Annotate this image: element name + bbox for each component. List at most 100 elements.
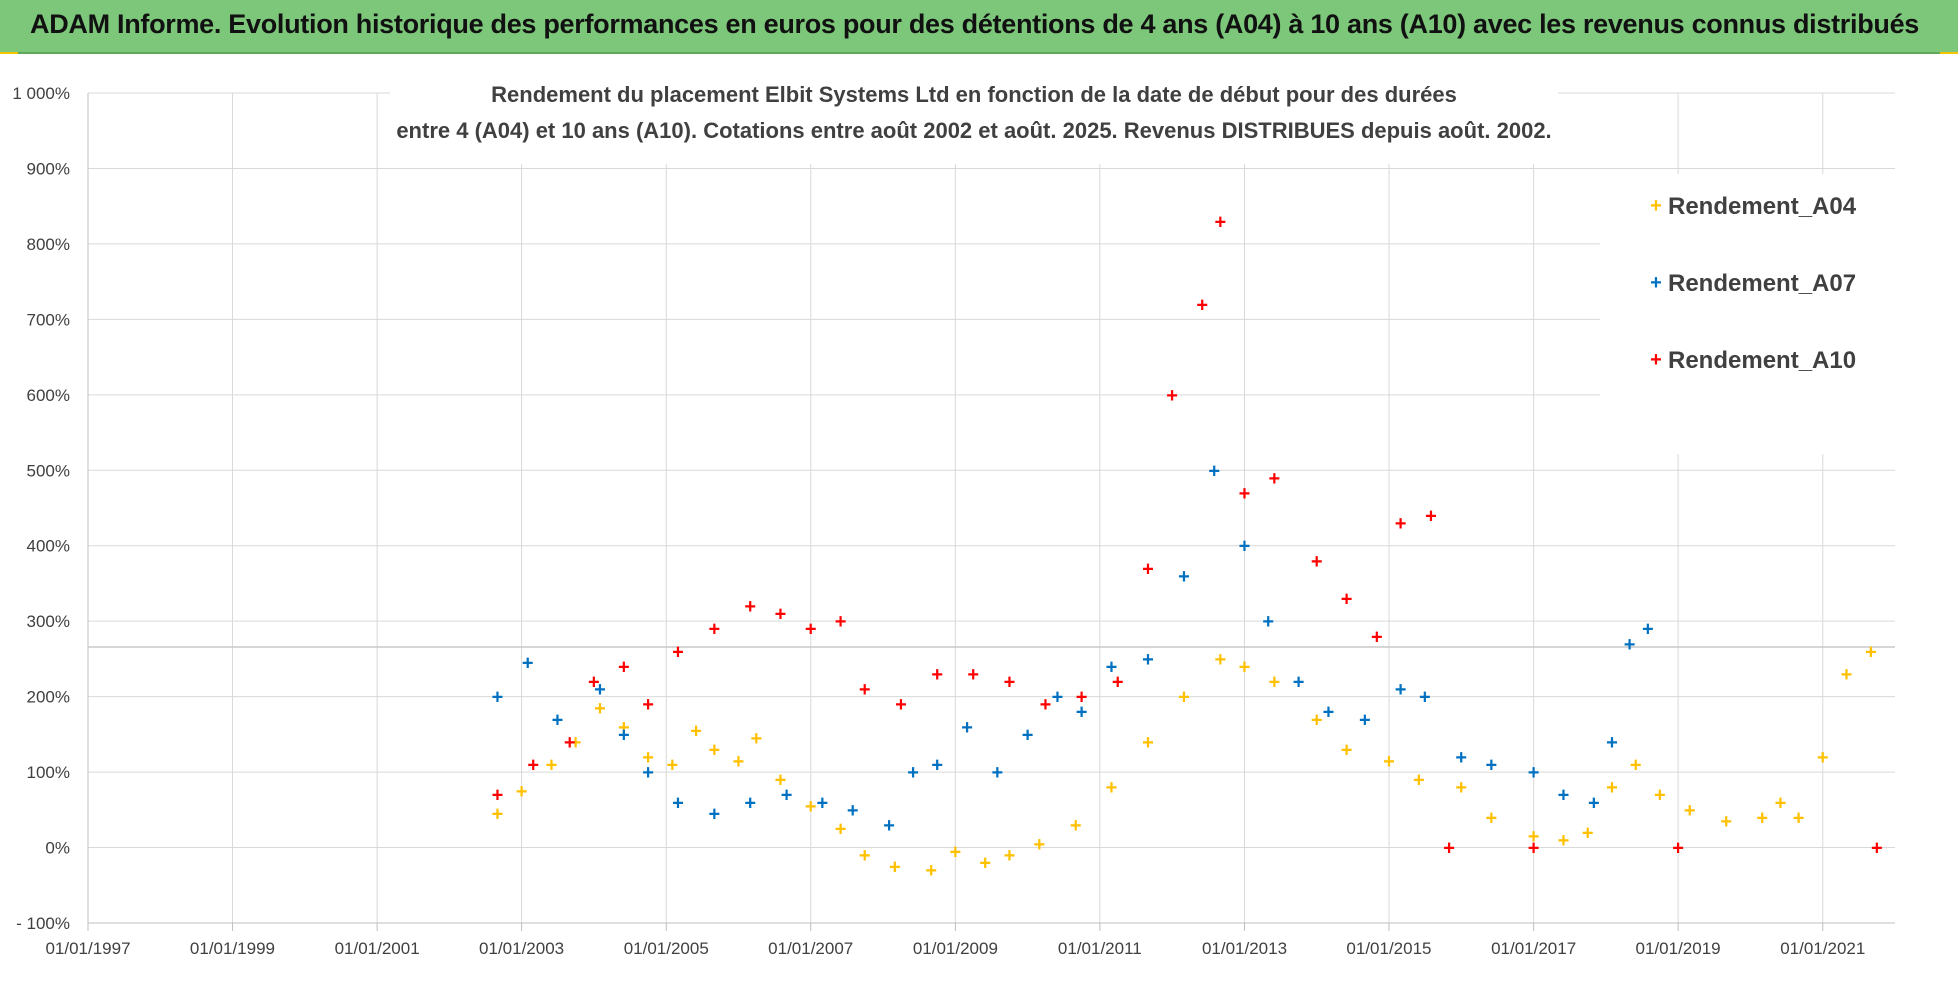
data-point: +: [672, 641, 684, 663]
data-point: +: [492, 785, 504, 807]
y-tick-label: 400%: [27, 537, 70, 556]
data-point: +: [1341, 589, 1353, 611]
data-point: +: [642, 694, 654, 716]
data-point: +: [570, 732, 582, 754]
data-point: +: [1865, 641, 1877, 663]
data-point: +: [1775, 792, 1787, 814]
data-point: +: [618, 717, 630, 739]
data-point: +: [1262, 611, 1274, 633]
title-background: [390, 68, 1558, 164]
y-tick-label: 200%: [27, 688, 70, 707]
data-point: +: [1033, 834, 1045, 856]
data-point: +: [931, 755, 943, 777]
y-tick-label: 100%: [27, 763, 70, 782]
data-point: +: [733, 751, 745, 773]
y-tick-label: - 100%: [16, 914, 70, 933]
data-point: +: [1425, 506, 1437, 528]
y-tick-label: 600%: [27, 386, 70, 405]
data-point: +: [1040, 694, 1052, 716]
data-point: +: [1196, 294, 1208, 316]
legend-label: Rendement_A07: [1668, 270, 1856, 297]
data-point: +: [1112, 672, 1124, 694]
data-point: +: [672, 792, 684, 814]
data-point: +: [1142, 649, 1154, 671]
legend: + Rendement_A04 + Rendement_A07 + Rendement_A…: [1650, 193, 1857, 374]
data-point: +: [1052, 687, 1064, 709]
data-point: +: [961, 717, 973, 739]
y-tick-label: 1 000%: [12, 84, 70, 103]
data-point: +: [895, 694, 907, 716]
data-point: +: [642, 747, 654, 769]
x-tick-label: 01/01/1997: [45, 939, 130, 958]
data-point: +: [1383, 751, 1395, 773]
data-point: +: [1654, 785, 1666, 807]
data-point: +: [1582, 822, 1594, 844]
data-point: +: [1528, 838, 1540, 860]
data-point: +: [907, 762, 919, 784]
data-point: +: [1485, 755, 1497, 777]
data-point: +: [492, 687, 504, 709]
data-point: +: [859, 845, 871, 867]
data-point: +: [1455, 747, 1467, 769]
x-tick-label: 01/01/2005: [624, 939, 709, 958]
legend-item: + Rendement_A07: [1650, 270, 1856, 297]
x-tick-label: 01/01/2021: [1780, 939, 1865, 958]
data-point: +: [883, 815, 895, 837]
data-point: +: [847, 800, 859, 822]
data-point: +: [1106, 777, 1118, 799]
data-point: +: [642, 762, 654, 784]
legend-background: [1600, 174, 1900, 454]
data-point: +: [1528, 826, 1540, 848]
data-point: +: [667, 755, 679, 777]
data-point: +: [781, 785, 793, 807]
legend-label: Rendement_A10: [1668, 347, 1856, 374]
data-point: +: [835, 611, 847, 633]
data-point: +: [1841, 664, 1853, 686]
data-point: +: [1642, 619, 1654, 641]
data-point: +: [1558, 830, 1570, 852]
y-tick-label: 500%: [27, 461, 70, 480]
data-point: +: [1269, 468, 1281, 490]
data-point: +: [1756, 807, 1768, 829]
banner-title: ADAM Informe. Evolution historique des p…: [30, 9, 1920, 39]
data-point: +: [594, 679, 606, 701]
data-point: +: [950, 841, 962, 863]
data-point: +: [709, 739, 721, 761]
data-point: +: [931, 664, 943, 686]
data-point: +: [1208, 460, 1220, 482]
data-point: +: [1606, 777, 1618, 799]
data-point: +: [1239, 656, 1251, 678]
x-tick-label: 01/01/2001: [335, 939, 420, 958]
data-point: +: [1341, 739, 1353, 761]
data-point: +: [1672, 838, 1684, 860]
data-point: +: [594, 698, 606, 720]
legend-item: + Rendement_A04: [1650, 193, 1857, 220]
data-point: +: [1142, 558, 1154, 580]
x-tick-label: 01/01/1999: [190, 939, 275, 958]
data-point: +: [1166, 385, 1178, 407]
data-point: +: [1070, 815, 1082, 837]
data-point: +: [522, 653, 534, 675]
data-point: +: [1455, 777, 1467, 799]
x-tick-label: 01/01/2015: [1346, 939, 1431, 958]
chart: - 100% 0% 100% 200% 300% 400% 500% 600% 700% 800%…: [0, 54, 1958, 985]
data-point: +: [835, 819, 847, 841]
data-point: +: [1684, 800, 1696, 822]
data-point: +: [925, 860, 937, 882]
data-points: +++++++ ++++++++++ +++ +++++++ ++++++ +++ + +++…: [492, 211, 1883, 882]
data-point: +: [709, 619, 721, 641]
data-point: +: [750, 728, 762, 750]
data-point: +: [564, 732, 576, 754]
data-point: +: [1323, 702, 1335, 724]
y-tick-label: 700%: [27, 310, 70, 329]
data-point: +: [1311, 551, 1323, 573]
chart-title-line2: entre 4 (A04) et 10 ans (A10). Cotations…: [396, 118, 1551, 143]
data-point: +: [1485, 807, 1497, 829]
data-point: +: [1817, 747, 1829, 769]
data-point: +: [1871, 838, 1883, 860]
data-point: +: [744, 596, 756, 618]
data-point: +: [1239, 536, 1251, 558]
y-axis: - 100% 0% 100% 200% 300% 400% 500% 600% 700% 800%…: [12, 84, 70, 933]
data-point: +: [1022, 724, 1034, 746]
data-point: +: [1624, 634, 1636, 656]
